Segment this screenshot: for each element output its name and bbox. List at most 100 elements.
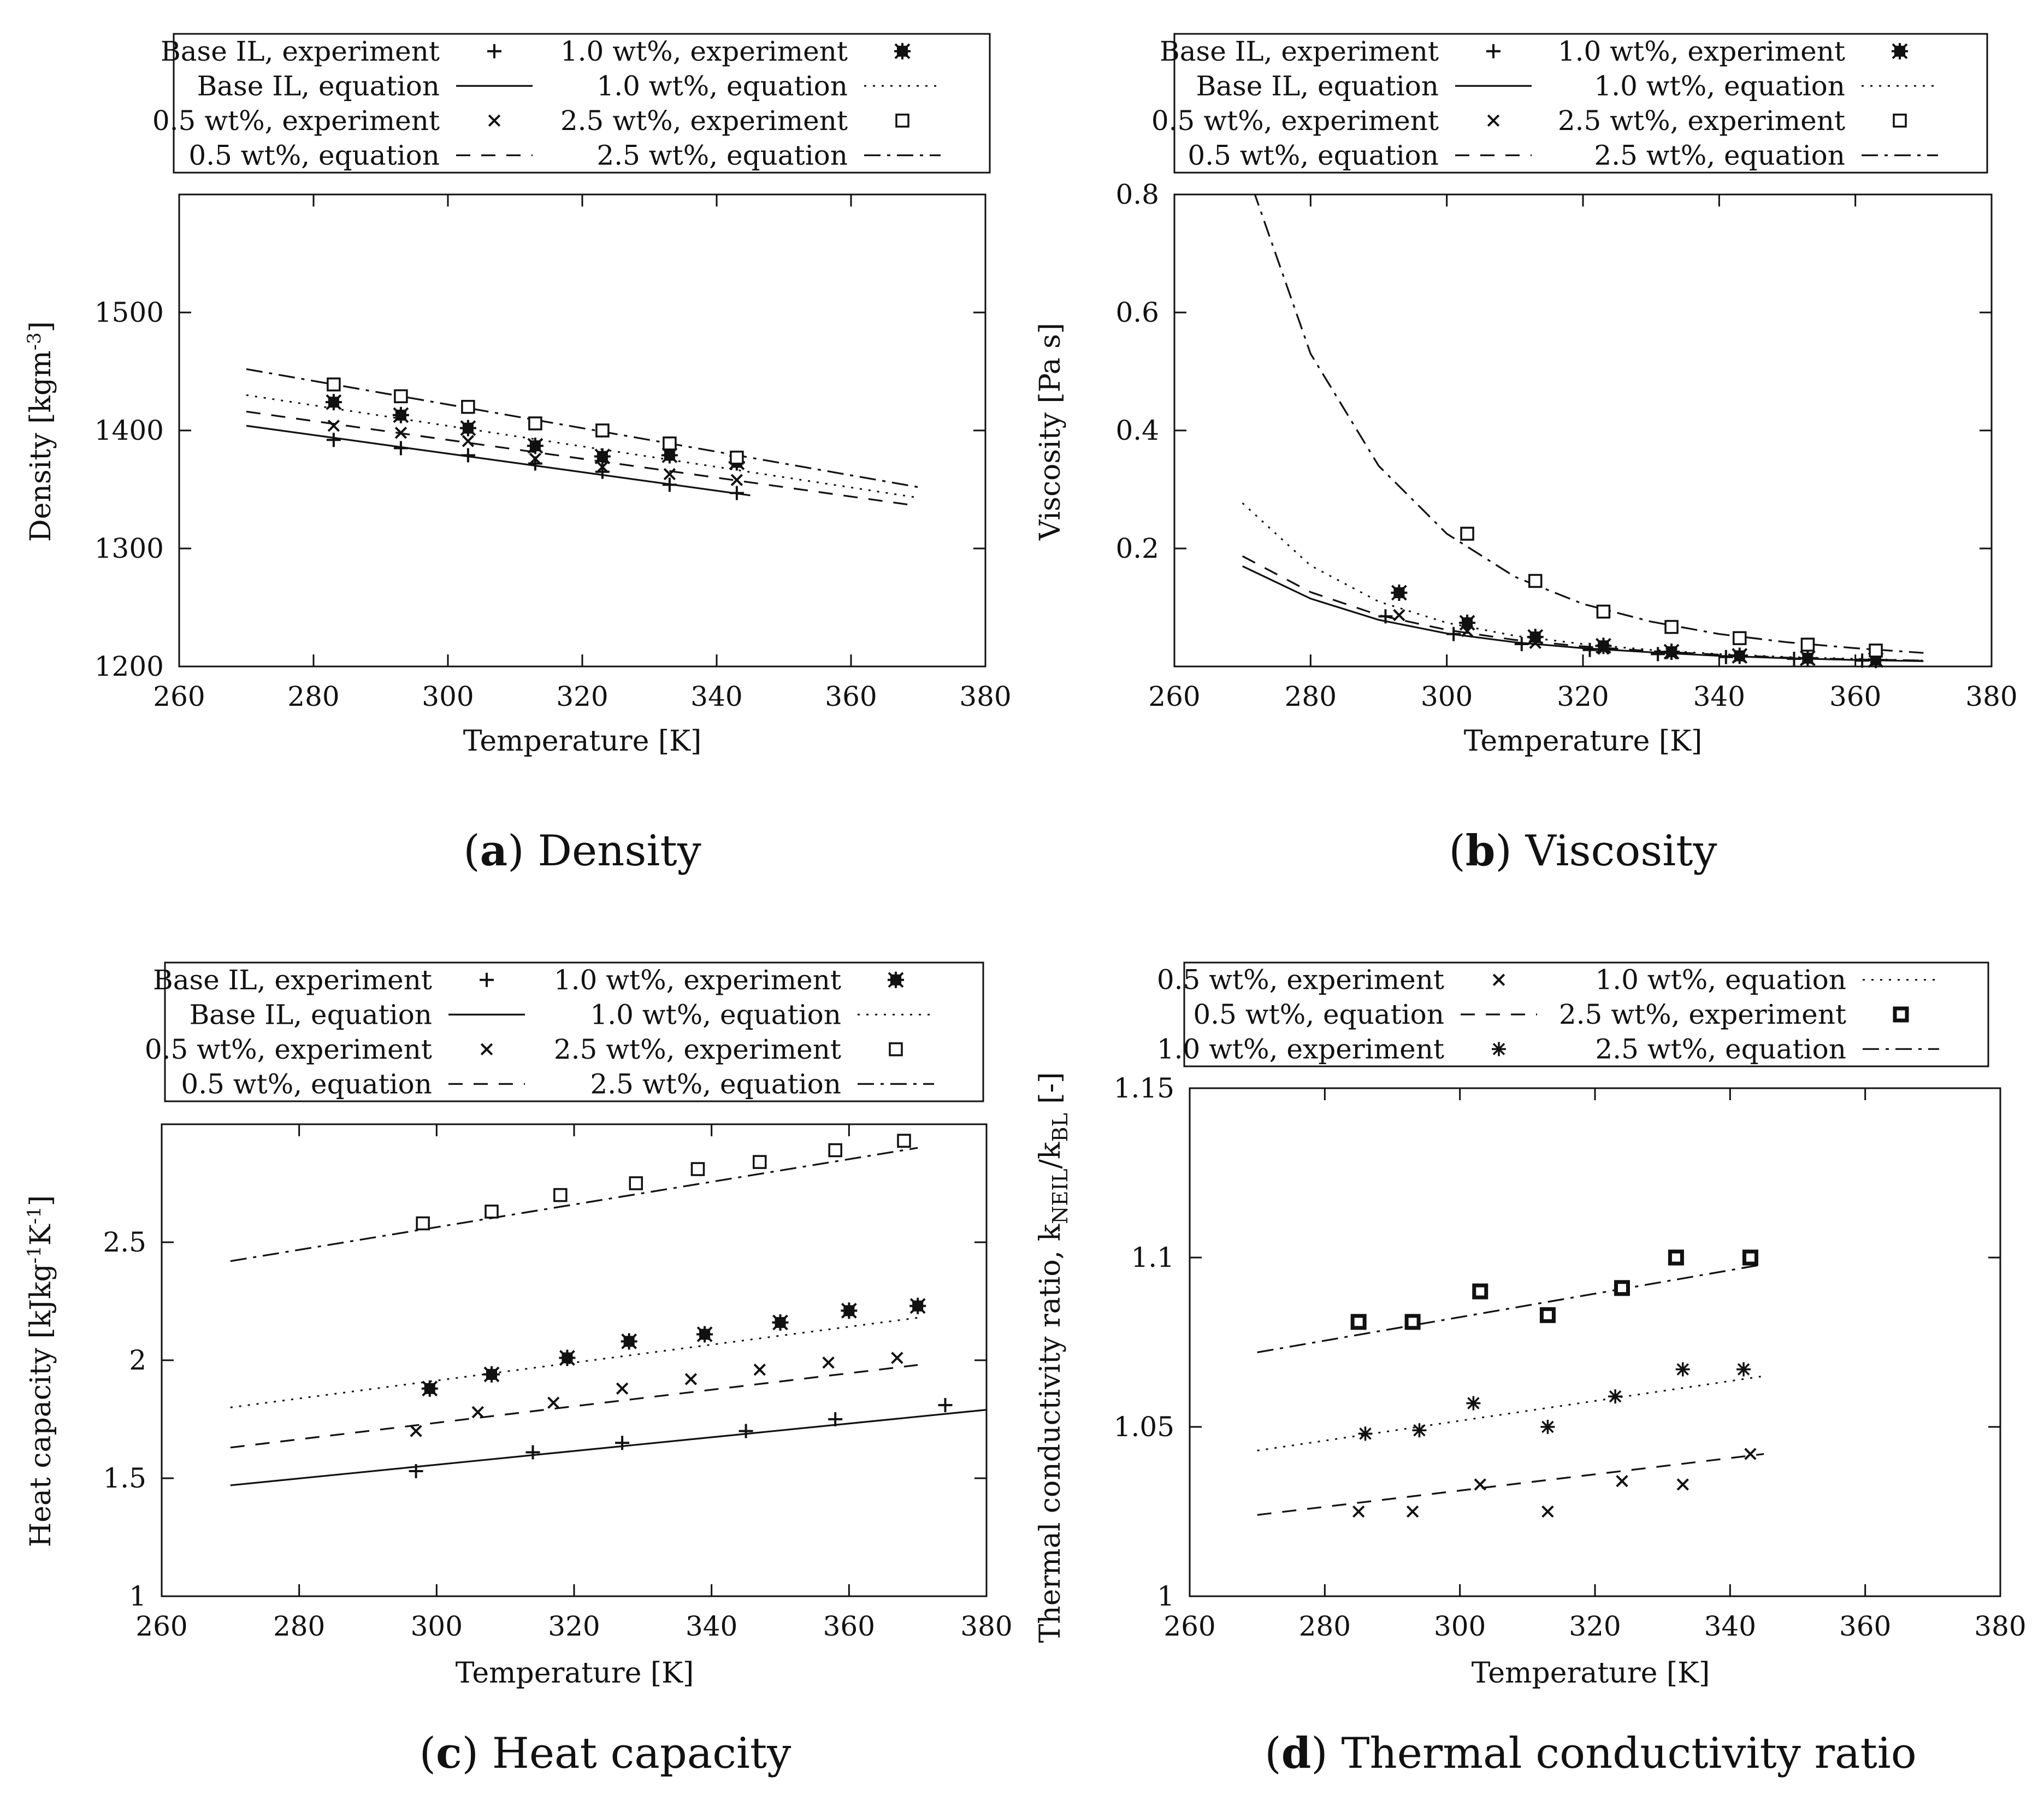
- data-point: [1616, 1475, 1628, 1488]
- data-point: [459, 420, 476, 436]
- legend-label: 2.5 wt%, equation: [1594, 139, 1845, 171]
- y-tick-label: 1400: [94, 415, 164, 446]
- data-point: [1358, 1426, 1373, 1441]
- x-tick-label: 260: [1148, 681, 1200, 712]
- series-line-1-0-wt-equation: [246, 394, 919, 499]
- data-point: [460, 448, 475, 463]
- y-tick-label: 0.4: [1115, 415, 1159, 446]
- data-point: [1528, 574, 1543, 588]
- data-point: [684, 1373, 698, 1385]
- data-point: [1350, 1314, 1367, 1330]
- series-points-base-il-experiment: [409, 1398, 953, 1479]
- series-lines: [230, 1147, 986, 1486]
- data-point: [595, 423, 610, 438]
- legend-symbol-cross: [480, 1043, 493, 1055]
- data-point: [615, 1436, 630, 1450]
- data-point: [909, 1297, 926, 1314]
- data-point: [1404, 1314, 1421, 1330]
- data-point: [753, 1155, 767, 1169]
- x-tick-label: 340: [1693, 681, 1745, 712]
- series-points-2-5-wt-experiment: [416, 1134, 911, 1231]
- data-point: [1412, 1423, 1427, 1438]
- y-tick-label: 1500: [94, 297, 164, 328]
- data-point: [828, 1143, 842, 1158]
- legend: Base IL, experiment 1.0 wt%, experiment Ba…: [152, 33, 991, 174]
- legend-symbol-cross: [1487, 114, 1500, 127]
- data-point: [1352, 1505, 1365, 1518]
- data-point: [1855, 653, 1870, 668]
- chart-panel-viscosity: 260 280 300 320 340 360 380 0.2 0.4 0.6 0.8 Tempera…: [1034, 33, 2018, 876]
- x-tick-label: 260: [1163, 1610, 1215, 1642]
- legend-symbol-star: [1892, 43, 1908, 60]
- data-point: [828, 1412, 843, 1426]
- legend-label: 1.0 wt%, equation: [590, 999, 841, 1030]
- data-point: [1675, 1362, 1690, 1377]
- data-point: [1406, 1505, 1419, 1518]
- data-point: [1595, 638, 1612, 654]
- y-axis-label: Heat capacity [kJkg-1K-1]: [23, 1195, 57, 1547]
- x-tick-label: 260: [153, 681, 205, 712]
- data-point: [1869, 644, 1883, 658]
- data-point: [822, 1356, 835, 1369]
- series-line-base-il-equation: [230, 1409, 986, 1486]
- data-point: [1736, 1362, 1751, 1377]
- x-tick-label: 360: [825, 681, 877, 712]
- y-tick-label: 0.6: [1115, 297, 1159, 328]
- data-point: [663, 436, 677, 451]
- y-tick-label: 2: [129, 1344, 146, 1376]
- data-point: [690, 1162, 705, 1176]
- data-point: [629, 1176, 643, 1190]
- data-point: [421, 1380, 438, 1397]
- legend-label: Base IL, experiment: [161, 36, 440, 67]
- legend-label: 0.5 wt%, experiment: [1157, 964, 1444, 996]
- data-point: [1472, 1283, 1488, 1300]
- data-point: [392, 406, 409, 423]
- x-tick-label: 280: [273, 1610, 325, 1642]
- data-point: [394, 389, 408, 404]
- legend-symbol-square-bold: [1893, 1006, 1909, 1023]
- data-point: [1460, 527, 1474, 541]
- data-point: [1378, 609, 1393, 624]
- x-tick-label: 380: [1974, 1610, 2026, 1642]
- y-tick-label: 1.5: [103, 1462, 146, 1494]
- plot-frame: [1173, 193, 1993, 668]
- data-point: [663, 468, 676, 481]
- data-point: [461, 400, 475, 414]
- legend-symbol-star: [888, 971, 904, 988]
- data-point: [730, 474, 743, 486]
- legend-label: 1.0 wt%, experiment: [554, 964, 841, 996]
- series-line-1-0-wt-equation: [1257, 1375, 1764, 1451]
- series-lines: [246, 368, 919, 507]
- legend-symbol-square: [889, 1042, 903, 1057]
- legend-label: 0.5 wt%, equation: [181, 1068, 432, 1100]
- data-point: [1787, 651, 1801, 666]
- chart-panel-heat-capacity: 260 280 300 320 340 360 380 1 1.5 2 2.5 Temperature…: [23, 961, 1013, 1778]
- legend-box: [164, 961, 984, 1102]
- data-point: [730, 450, 744, 465]
- legend-label: 1.0 wt%, experiment: [1157, 1033, 1444, 1065]
- y-axis-label: Viscosity [Pa s]: [1034, 323, 1067, 541]
- data-point: [841, 1302, 858, 1319]
- series-line-2-5-wt-equation: [1254, 194, 1924, 654]
- plot-frame: [178, 193, 986, 668]
- y-tick-label: 0.8: [1115, 179, 1159, 210]
- x-tick-label: 360: [1839, 1610, 1891, 1642]
- chart-panel-density: 260 280 300 320 340 360 380 1200 1300 1400 1500 Tem…: [23, 33, 1012, 876]
- data-point: [553, 1188, 568, 1202]
- data-point: [393, 441, 408, 456]
- data-point: [1466, 1396, 1481, 1411]
- legend-label: 2.5 wt%, equation: [590, 1068, 841, 1100]
- legend-label: 2.5 wt%, experiment: [554, 1034, 841, 1065]
- data-point: [1676, 1478, 1689, 1491]
- series-points-2-5-wt-experiment: [1350, 1249, 1758, 1330]
- series-line-2-5-wt-equation: [230, 1147, 918, 1262]
- legend-label: 2.5 wt%, equation: [596, 139, 848, 171]
- data-point: [327, 420, 340, 432]
- legend-label: Base IL, equation: [197, 70, 440, 102]
- panel-caption: (a) Density: [463, 826, 701, 876]
- panel-caption: (c) Heat capacity: [420, 1728, 791, 1778]
- legend-label: 1.0 wt%, equation: [596, 70, 848, 102]
- data-point: [527, 438, 544, 455]
- data-point: [1651, 647, 1665, 662]
- data-point: [1582, 642, 1597, 657]
